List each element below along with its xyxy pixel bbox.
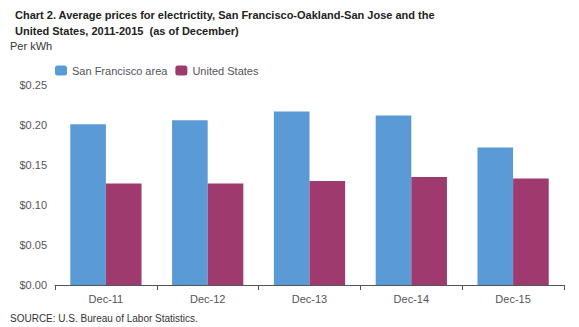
svg-text:Per kWh: Per kWh (10, 40, 52, 52)
svg-text:$0.25: $0.25 (19, 79, 47, 91)
svg-text:Chart 2. Average prices for el: Chart 2. Average prices for electrictity… (15, 9, 435, 21)
svg-text:San Francisco area: San Francisco area (72, 65, 168, 77)
svg-text:$0.15: $0.15 (19, 159, 47, 171)
svg-text:$0.10: $0.10 (19, 199, 47, 211)
svg-text:SOURCE: U.S. Bureau of Labor S: SOURCE: U.S. Bureau of Labor Statistics. (10, 313, 198, 324)
svg-text:United States: United States (192, 65, 259, 77)
svg-text:Dec-12: Dec-12 (190, 293, 225, 305)
svg-text:Dec-15: Dec-15 (495, 293, 530, 305)
svg-text:Dec-14: Dec-14 (394, 293, 429, 305)
svg-text:Dec-13: Dec-13 (292, 293, 327, 305)
svg-text:United States, 2011-2015 (as: United States, 2011-2015 (as of December… (15, 25, 239, 37)
svg-text:$0.05: $0.05 (19, 239, 47, 251)
svg-text:$0.00: $0.00 (19, 279, 47, 291)
svg-text:$0.20: $0.20 (19, 119, 47, 131)
svg-text:Dec-11: Dec-11 (89, 293, 124, 305)
